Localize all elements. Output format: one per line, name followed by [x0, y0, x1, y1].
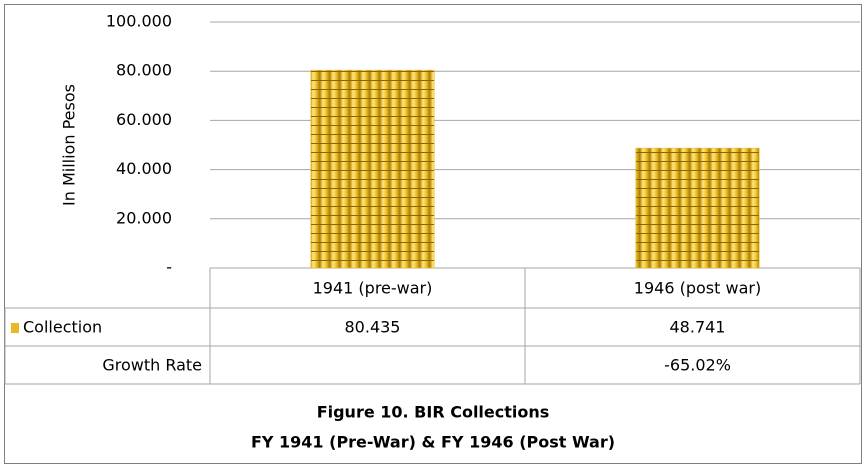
- bar: [310, 69, 435, 269]
- legend-label: Collection: [23, 318, 102, 337]
- table-cell: -65.02%: [664, 356, 731, 375]
- y-tick-label: -: [166, 258, 172, 277]
- table-cell: 48.741: [670, 318, 726, 337]
- table-column-header: 1946 (post war): [634, 279, 761, 298]
- chart-subtitle: FY 1941 (Pre-War) & FY 1946 (Post War): [251, 433, 615, 452]
- bar: [635, 147, 760, 269]
- y-tick-label: 60.000: [116, 110, 172, 129]
- table-column-header: 1941 (pre-war): [313, 279, 433, 298]
- y-tick-label: 100.000: [106, 12, 172, 31]
- y-tick-label: 20.000: [116, 208, 172, 227]
- y-tick-label: 80.000: [116, 61, 172, 80]
- chart-title: Figure 10. BIR Collections: [317, 403, 550, 422]
- table-row-header: Growth Rate: [102, 356, 202, 375]
- legend-key: [11, 323, 19, 333]
- y-axis-label: In Million Pesos: [60, 84, 79, 206]
- frame: [4, 4, 862, 464]
- y-tick-label: 40.000: [116, 159, 172, 178]
- table-cell: 80.435: [345, 318, 401, 337]
